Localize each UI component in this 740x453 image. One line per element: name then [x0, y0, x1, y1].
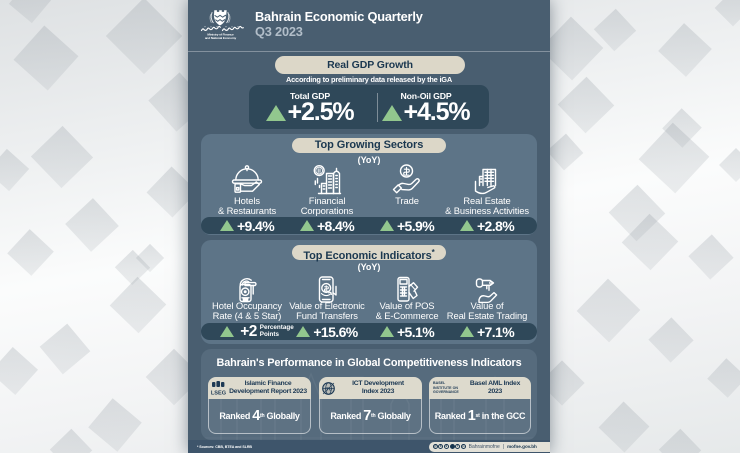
svg-text:Ministry of Finance: Ministry of Finance [207, 33, 234, 37]
svg-text:LSEG: LSEG [211, 390, 226, 396]
svg-text:and National Economy: and National Economy [205, 36, 237, 40]
svg-text:ITU: ITU [325, 386, 332, 391]
